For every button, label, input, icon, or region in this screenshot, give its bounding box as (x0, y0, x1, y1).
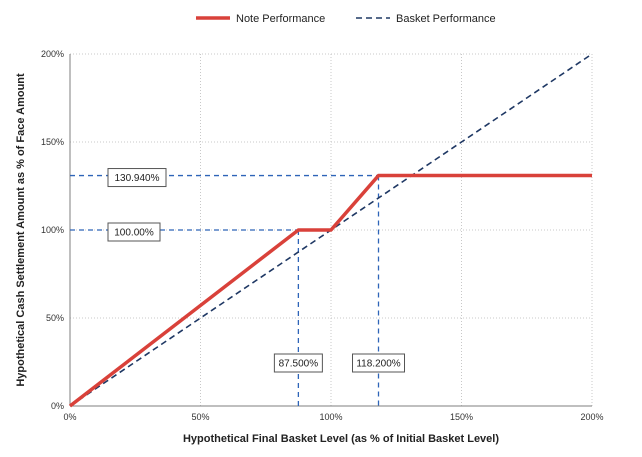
y-tick-label: 150% (41, 137, 64, 147)
annotation-label: 118.200% (356, 359, 400, 370)
y-tick-label: 100% (41, 225, 64, 235)
x-tick-label: 100% (319, 412, 342, 422)
annotation-box (107, 222, 161, 242)
y-tick-label: 0% (51, 401, 64, 411)
legend: Note Performance Basket Performance (196, 13, 496, 25)
annotation-label: 87.500% (279, 359, 319, 370)
annotation-label: 130.940% (114, 173, 159, 184)
x-axis-title: Hypothetical Final Basket Level (as % of… (183, 433, 499, 445)
legend-note-performance-label: Note Performance (236, 13, 325, 25)
x-tick-label: 0% (63, 412, 76, 422)
note-performance-line (68, 173, 592, 408)
annotation-box (273, 353, 323, 373)
x-tick-label: 150% (450, 412, 473, 422)
tick-labels: 0% 50% 100% 150% 200% 0% 50% 100% 150% 200% (41, 49, 604, 422)
annotation-boxes: 130.940% 100.00% 87.500% 118.200% (107, 168, 406, 373)
x-tick-label: 200% (580, 412, 603, 422)
y-tick-label: 200% (41, 49, 64, 59)
y-tick-label: 50% (46, 313, 64, 323)
series-lines (68, 53, 593, 408)
y-axis-title: Hypothetical Cash Settlement Amount as %… (15, 73, 27, 387)
legend-basket-performance-label: Basket Performance (396, 13, 496, 25)
annotation-box (107, 168, 167, 188)
annotation-box (352, 353, 406, 373)
annotation-label: 100.00% (114, 228, 154, 239)
x-tick-label: 50% (191, 412, 209, 422)
